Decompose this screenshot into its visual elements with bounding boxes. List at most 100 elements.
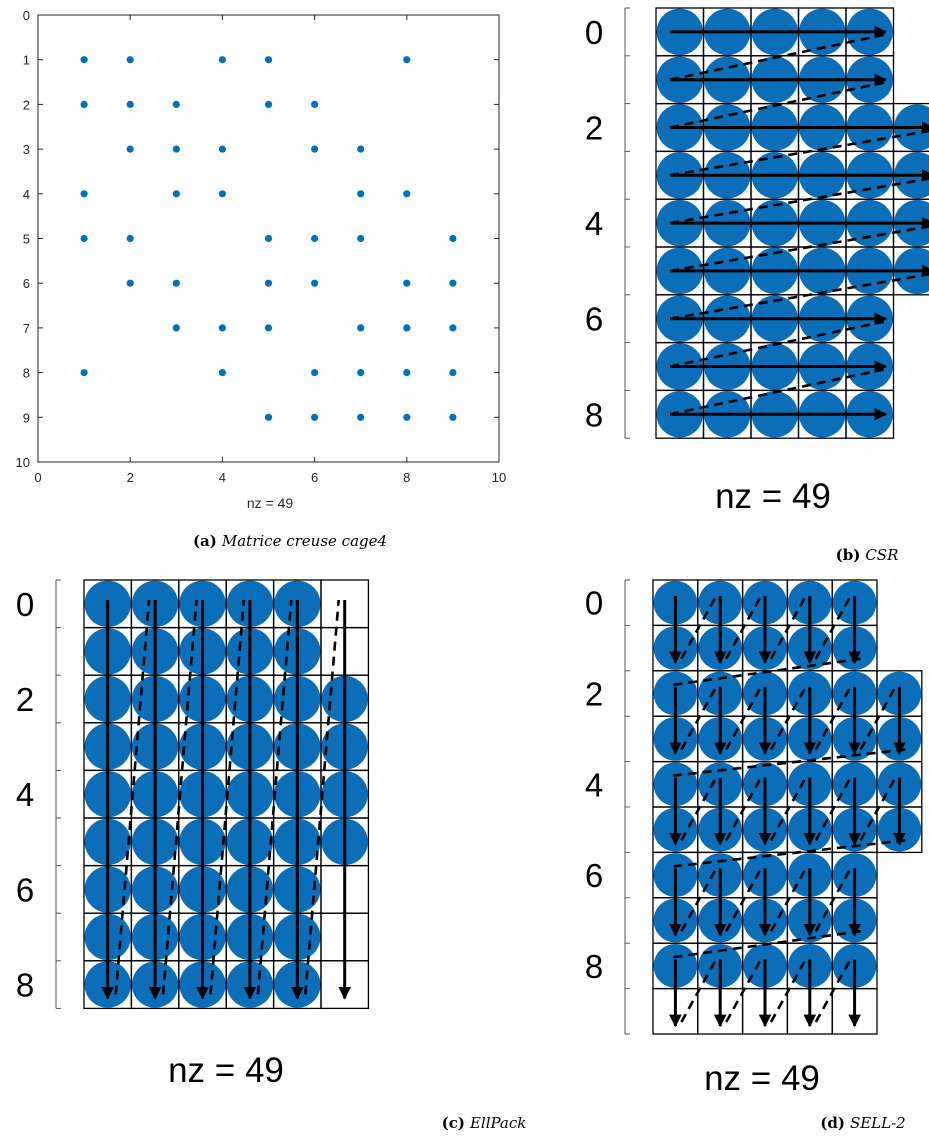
y-tick-label: 5 — [23, 232, 30, 247]
sell-row-label: 0 — [585, 585, 603, 622]
sell-jump-line — [680, 595, 718, 660]
sell-jump-line — [814, 958, 852, 1023]
x-axis-ticks: 0 2 4 6 8 10 — [34, 15, 506, 485]
spy-point — [126, 56, 134, 64]
caption-c: (c) EllPack — [442, 1114, 527, 1132]
ellpack-row-label: 2 — [16, 681, 34, 718]
y-tick-label: 7 — [23, 321, 30, 336]
sell-jump-line — [859, 776, 897, 842]
y-tick-label: 0 — [23, 8, 30, 23]
spy-point — [218, 369, 226, 377]
sell-row-label: 4 — [585, 766, 603, 803]
caption-a-text: Matrice creuse cage4 — [221, 532, 387, 550]
spy-point — [218, 190, 226, 198]
spy-point — [311, 100, 319, 108]
sell-jump-line — [725, 776, 763, 842]
sell-slice-jump-line — [673, 839, 906, 868]
spy-point — [357, 190, 365, 198]
sell-jump-line — [814, 686, 852, 751]
spy-point — [172, 279, 180, 287]
caption-c-letter: (c) — [442, 1114, 465, 1132]
caption-a-letter: (a) — [193, 532, 217, 550]
spy-point — [218, 324, 226, 332]
spy-point — [403, 56, 411, 64]
ellpack-row-label: 8 — [16, 967, 34, 1004]
caption-d-text: SELL-2 — [850, 1114, 906, 1132]
csr-row-label: 4 — [585, 205, 603, 242]
sell-jump-line — [859, 686, 897, 751]
csr-jump-line — [669, 81, 885, 129]
panel-b-csr: 0 2 4 6 8 — [585, 7, 929, 439]
sell-jump-line — [725, 595, 763, 660]
spy-point — [218, 145, 226, 153]
ellpack-row-label: 6 — [16, 871, 34, 908]
caption-b: (b) CSR — [836, 546, 899, 564]
spy-point — [403, 324, 411, 332]
sell-jump-line — [769, 867, 807, 932]
spy-point — [172, 324, 180, 332]
sell-row-label: 6 — [585, 857, 603, 894]
spy-point — [218, 56, 226, 64]
ellpack-jump-line — [209, 599, 246, 995]
spy-point — [357, 145, 365, 153]
x-tick-label: 4 — [219, 470, 226, 485]
spy-point — [80, 100, 88, 108]
csr-nz-label: nz = 49 — [715, 477, 831, 516]
sell-jump-line — [725, 867, 763, 932]
y-tick-label: 8 — [23, 366, 30, 381]
ellpack-row-label: 0 — [16, 586, 34, 623]
spy-plot-points — [80, 56, 457, 421]
spy-point — [126, 145, 134, 153]
spy-point — [126, 279, 134, 287]
panel-d-sell2: 0 2 4 6 8 — [585, 579, 923, 1035]
ellpack-jump-line — [114, 599, 151, 995]
caption-a: (a) Matrice creuse cage4 — [193, 532, 387, 550]
sell2-nz-label: nz = 49 — [704, 1059, 820, 1098]
spy-point — [357, 234, 365, 243]
spy-point — [311, 279, 319, 287]
sell-jump-line — [725, 958, 763, 1023]
panel-a-spy-plot: 0 2 4 6 8 10 0 1 2 3 4 5 6 7 8 9 10 nz = 49 (a) Matrice … — [16, 8, 507, 550]
sell-jump-line — [769, 958, 807, 1023]
y-axis-ticks: 0 1 2 3 4 5 6 7 8 9 10 — [16, 8, 499, 470]
spy-point — [126, 100, 134, 108]
spy-point — [311, 369, 319, 377]
y-tick-label: 6 — [23, 276, 30, 291]
y-tick-label: 1 — [23, 53, 30, 68]
csr-row-label: 2 — [585, 110, 603, 147]
sell-row-label: 8 — [585, 948, 603, 985]
y-tick-label: 3 — [23, 142, 30, 157]
sell-jump-line — [680, 686, 718, 751]
spy-point — [264, 324, 273, 332]
caption-d: (d) SELL-2 — [820, 1114, 905, 1132]
sell-slice-jump-line — [673, 929, 861, 959]
spy-point — [264, 100, 273, 108]
spy-point — [311, 413, 319, 421]
sell-jump-line — [769, 686, 807, 751]
spy-point — [449, 324, 457, 332]
spy-point — [449, 413, 457, 421]
csr-row-label: 6 — [585, 301, 603, 338]
spy-point — [80, 369, 88, 377]
spy-point — [80, 234, 88, 243]
spy-point — [357, 413, 365, 421]
sell-jump-line — [725, 686, 763, 751]
csr-row-label: 0 — [585, 14, 603, 51]
spy-point — [403, 413, 411, 421]
x-tick-label: 8 — [403, 470, 410, 485]
sell-jump-line — [769, 776, 807, 842]
spy-point — [311, 145, 319, 153]
spy-point — [80, 190, 88, 198]
ellpack-jump-line — [304, 599, 340, 995]
ellpack-row-label: 4 — [16, 776, 34, 813]
sell-jump-line — [680, 776, 718, 842]
sell-jump-line — [680, 958, 718, 1023]
spy-point — [172, 100, 180, 108]
panel-c-ellpack: 0 2 4 6 8 — [16, 579, 370, 1010]
ellpack-jump-line — [161, 599, 198, 995]
csr-jump-line — [669, 368, 885, 416]
sell-row-label: 2 — [585, 676, 603, 713]
y-tick-label: 9 — [23, 410, 30, 425]
spy-point — [80, 56, 88, 64]
spy-point — [311, 234, 319, 243]
